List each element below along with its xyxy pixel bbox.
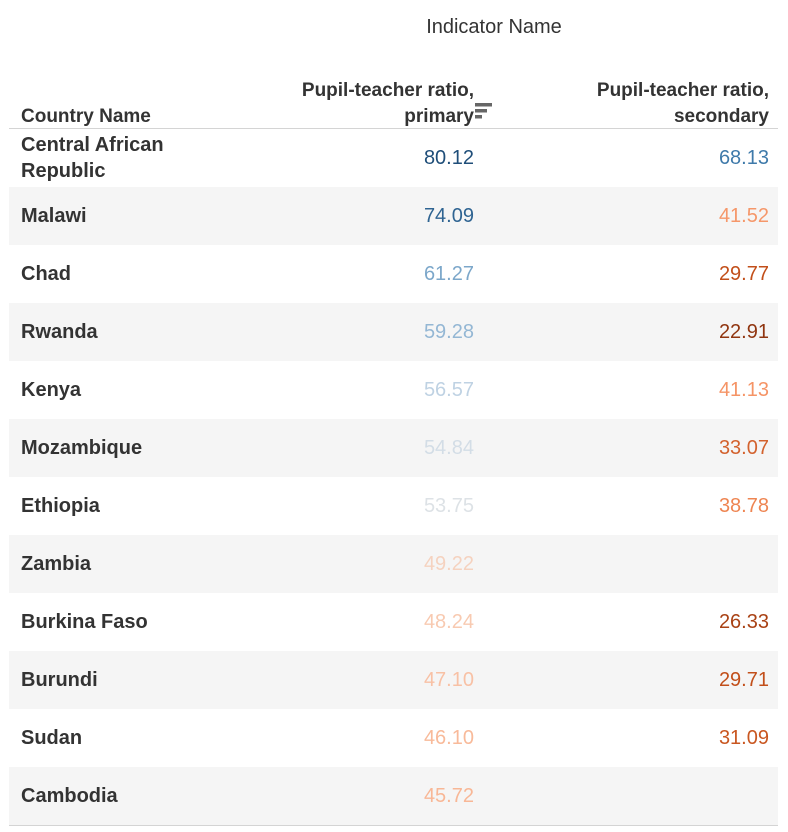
table-row[interactable]: Chad 61.27 29.77 [9,245,778,303]
primary-ratio-cell: 80.12 [423,146,474,169]
indicator-name-label: Indicator Name [426,16,562,38]
primary-ratio-cell: 53.75 [423,494,474,517]
country-name-cell: Ethiopia [21,495,100,517]
primary-ratio-cell: 61.27 [423,262,474,285]
primary-ratio-cell: 56.57 [423,378,474,401]
table-row[interactable]: Mozambique 54.84 33.07 [9,419,778,477]
column-header-country[interactable]: Country Name [21,106,151,127]
secondary-ratio-cell: 31.09 [718,726,769,749]
primary-ratio-cell: 46.10 [423,726,474,749]
column-header-secondary-line2: secondary [673,106,769,127]
country-name-cell: Cambodia [21,785,118,807]
secondary-ratio-cell: 38.78 [718,494,769,517]
secondary-ratio-cell: 33.07 [718,436,769,459]
data-table: Central African Republic 80.12 68.13 Malawi… [9,129,778,826]
country-name-cell: Sudan [21,727,83,749]
table-row[interactable]: Cambodia 45.72 [9,767,778,825]
table-row[interactable]: Zambia 49.22 [9,535,778,593]
secondary-ratio-cell [629,767,769,825]
secondary-ratio-cell: 41.13 [718,378,769,401]
primary-ratio-cell: 45.72 [423,784,474,807]
table-row[interactable]: Sudan 46.10 31.09 [9,709,778,767]
primary-ratio-cell: 59.28 [423,320,474,343]
table-row[interactable]: Burkina Faso 48.24 26.33 [9,593,778,651]
country-name-cell: Malawi [21,205,87,227]
sort-descending-icon[interactable] [474,100,494,122]
country-name-cell: Kenya [21,379,82,401]
column-header-primary[interactable]: Pupil-teacher ratio, primary [302,78,474,130]
secondary-ratio-cell [629,535,769,593]
country-name-cell: Burkina Faso [21,611,148,633]
primary-ratio-cell: 74.09 [423,204,474,227]
table-row[interactable]: Central African Republic 80.12 68.13 [9,129,778,187]
country-name-cell: Zambia [21,553,92,575]
table-row[interactable]: Ethiopia 53.75 38.78 [9,477,778,535]
country-name-cell: Central African Republic [21,134,164,182]
secondary-ratio-cell: 29.71 [718,668,769,691]
primary-ratio-cell: 47.10 [423,668,474,691]
secondary-ratio-cell: 41.52 [718,204,769,227]
table-header: Country Name Pupil-teacher ratio, primar… [9,70,778,129]
column-header-primary-line1: Pupil-teacher ratio, [301,80,474,101]
country-name-cell: Chad [21,263,71,285]
country-name-cell: Mozambique [21,437,143,459]
country-name-cell: Rwanda [21,321,98,343]
table-row[interactable]: Kenya 56.57 41.13 [9,361,778,419]
table-row[interactable]: Malawi 74.09 41.52 [9,187,778,245]
secondary-ratio-cell: 26.33 [718,610,769,633]
secondary-ratio-cell: 68.13 [718,146,769,169]
column-header-primary-line2: primary [404,106,474,127]
secondary-ratio-cell: 29.77 [718,262,769,285]
primary-ratio-cell: 54.84 [423,436,474,459]
primary-ratio-cell: 48.24 [423,610,474,633]
primary-ratio-cell: 49.22 [423,552,474,575]
column-header-secondary-line1: Pupil-teacher ratio, [596,80,769,101]
table-row[interactable]: Rwanda 59.28 22.91 [9,303,778,361]
secondary-ratio-cell: 22.91 [718,320,769,343]
table-row[interactable]: Burundi 47.10 29.71 [9,651,778,709]
column-header-secondary[interactable]: Pupil-teacher ratio, secondary [597,78,769,130]
country-name-cell: Burundi [21,669,98,691]
